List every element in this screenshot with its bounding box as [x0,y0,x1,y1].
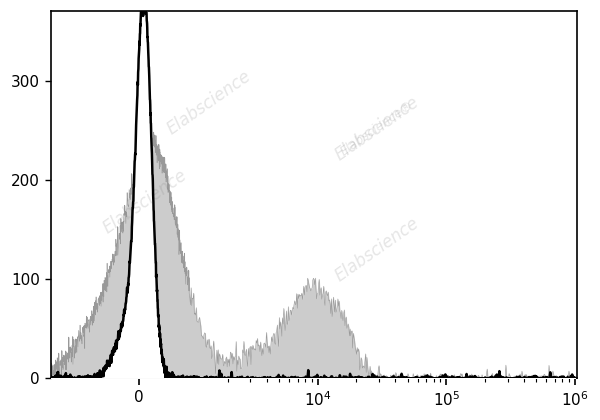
Text: Elabscience®: Elabscience® [338,99,416,159]
Text: Elabscience: Elabscience [332,93,422,164]
Text: Elabscience: Elabscience [100,166,191,238]
Text: Elabscience: Elabscience [163,67,254,139]
Text: Elabscience: Elabscience [332,214,422,286]
